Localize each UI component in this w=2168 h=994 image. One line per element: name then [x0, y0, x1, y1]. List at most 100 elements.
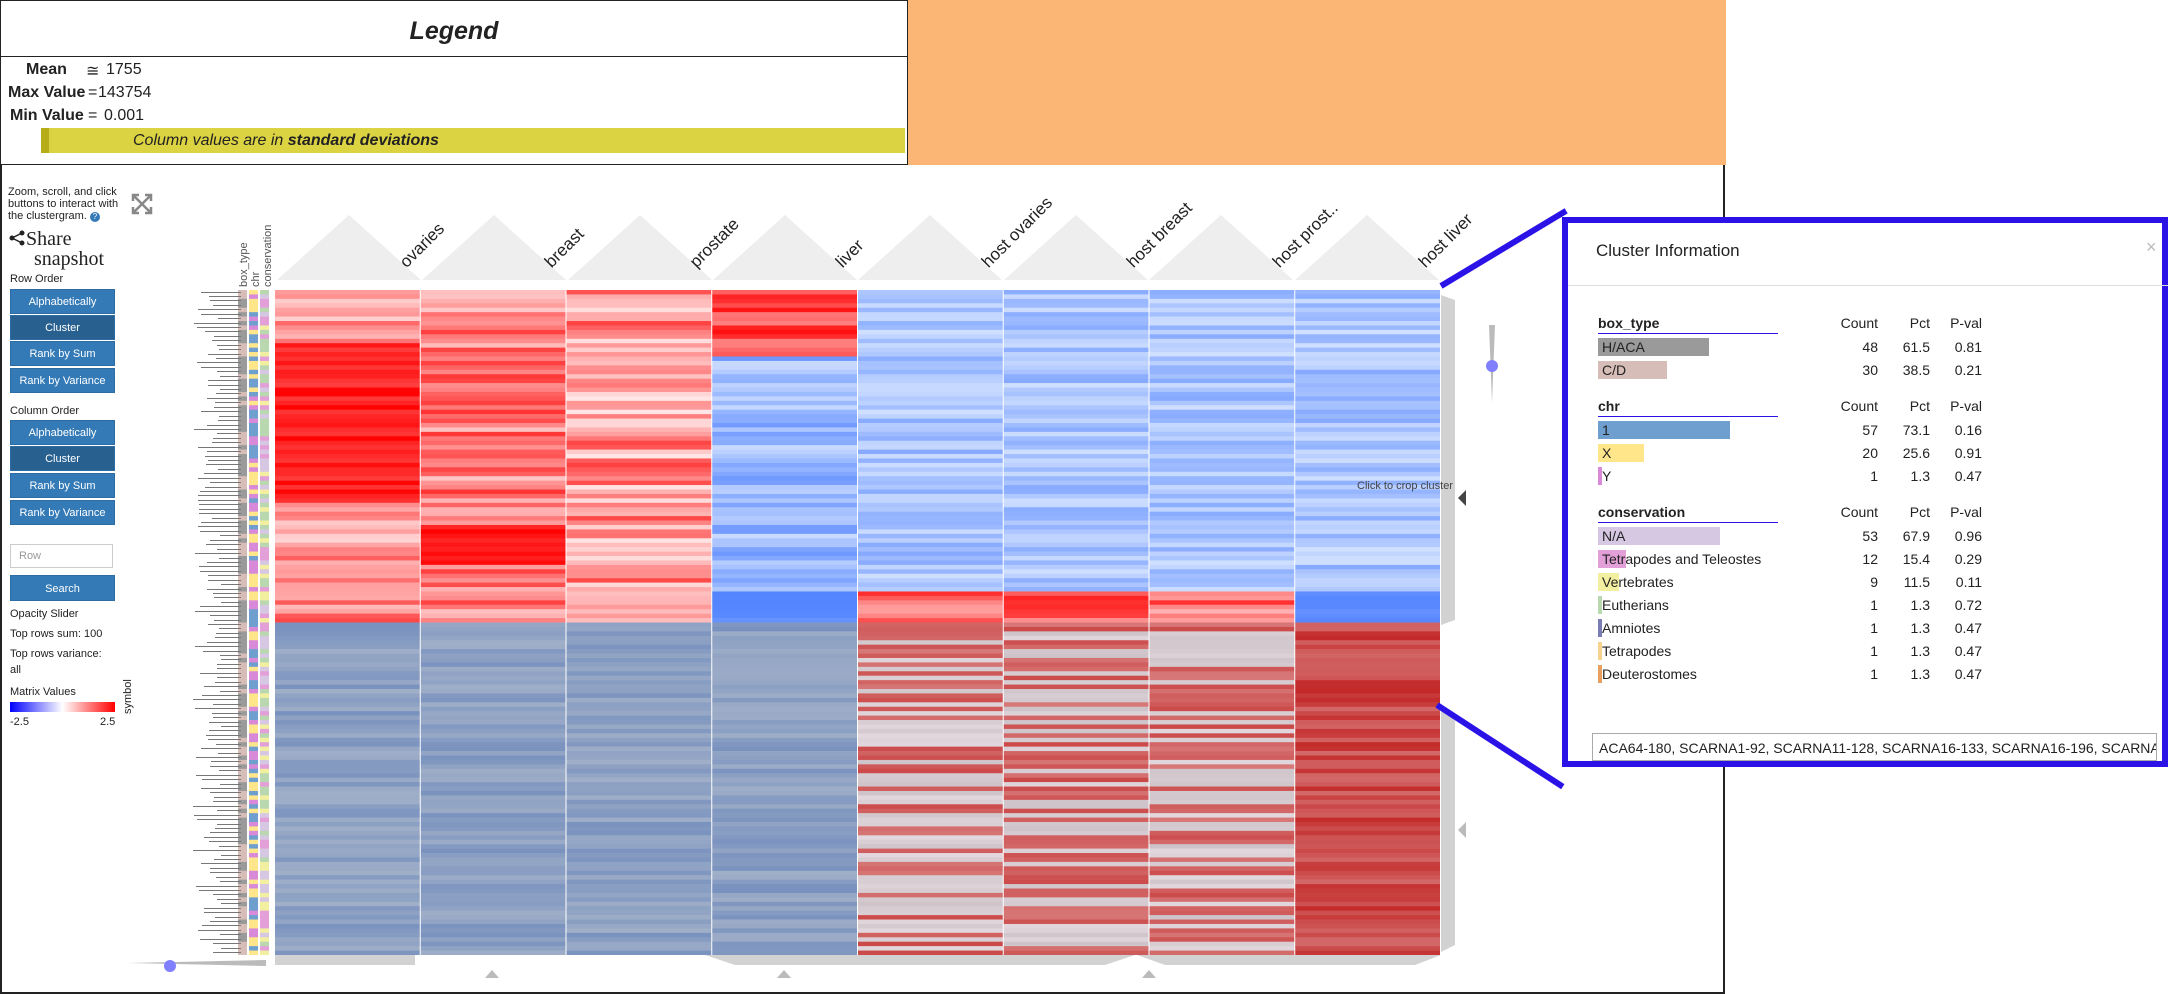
heatmap-cell[interactable]	[712, 538, 857, 543]
category-cell[interactable]	[260, 875, 269, 880]
category-cell[interactable]	[238, 347, 247, 353]
category-cell[interactable]	[260, 680, 269, 685]
heatmap-cell[interactable]	[1003, 861, 1149, 867]
row-label-tick[interactable]	[193, 699, 241, 701]
row-label-tick[interactable]	[198, 309, 241, 311]
heatmap-cell[interactable]	[1295, 751, 1440, 756]
heatmap-cell[interactable]	[1295, 418, 1440, 424]
heatmap-cell[interactable]	[275, 391, 420, 397]
heatmap-cell[interactable]	[1149, 702, 1295, 708]
col-crop-triangle-icon-1[interactable]	[485, 970, 499, 978]
heatmap-cell[interactable]	[712, 449, 857, 455]
heatmap-cell[interactable]	[420, 462, 566, 468]
heatmap-cell[interactable]	[858, 520, 1003, 526]
category-cell[interactable]	[238, 689, 247, 694]
heatmap-cell[interactable]	[1295, 675, 1440, 681]
heatmap-cell[interactable]	[1295, 290, 1440, 295]
heatmap-cell[interactable]	[566, 476, 712, 481]
heatmap-cell[interactable]	[275, 307, 420, 313]
heatmap-cell[interactable]	[858, 875, 1003, 880]
category-cell[interactable]	[238, 773, 247, 778]
category-cell[interactable]	[260, 941, 269, 947]
heatmap-cell[interactable]	[1003, 298, 1149, 304]
heatmap-cell[interactable]	[1149, 675, 1295, 681]
heatmap-cell[interactable]	[1295, 662, 1440, 668]
heatmap-cell[interactable]	[275, 822, 420, 827]
category-cell[interactable]	[260, 733, 269, 739]
row-label-tick[interactable]	[202, 925, 241, 927]
category-cell[interactable]	[238, 582, 247, 588]
category-cell[interactable]	[260, 755, 269, 761]
heatmap-cell[interactable]	[858, 560, 1003, 566]
heatmap-cell[interactable]	[275, 649, 420, 654]
category-cell[interactable]	[249, 507, 258, 512]
heatmap-cell[interactable]	[566, 498, 712, 504]
heatmap-cell[interactable]	[275, 622, 420, 628]
heatmap-cell[interactable]	[275, 516, 420, 521]
heatmap-cell[interactable]	[1149, 516, 1295, 521]
heatmap-cell[interactable]	[1295, 742, 1440, 747]
heatmap-cell[interactable]	[1149, 405, 1295, 410]
heatmap-cell[interactable]	[1003, 391, 1149, 397]
heatmap-cell[interactable]	[275, 715, 420, 721]
heatmap-cell[interactable]	[420, 626, 566, 632]
heatmap-cell[interactable]	[712, 937, 857, 942]
heatmap-cell[interactable]	[566, 383, 712, 388]
heatmap-cell[interactable]	[1149, 724, 1295, 730]
heatmap-cell[interactable]	[712, 587, 857, 592]
heatmap-cell[interactable]	[712, 458, 857, 464]
heatmap-cell[interactable]	[566, 573, 712, 579]
heatmap-cell[interactable]	[566, 547, 712, 552]
category-cell[interactable]	[260, 720, 269, 725]
category-cell[interactable]	[238, 808, 247, 814]
category-cell[interactable]	[249, 941, 258, 947]
category-cell[interactable]	[260, 321, 269, 326]
heatmap-cell[interactable]	[1149, 551, 1295, 557]
heatmap-cell[interactable]	[1149, 609, 1295, 614]
heatmap-cell[interactable]	[1295, 782, 1440, 787]
heatmap-cell[interactable]	[712, 697, 857, 703]
heatmap-cell[interactable]	[420, 445, 566, 450]
heatmap-cell[interactable]	[275, 298, 420, 304]
row-label-tick[interactable]	[219, 415, 241, 417]
heatmap-cell[interactable]	[566, 853, 712, 858]
heatmap-cell[interactable]	[275, 485, 420, 490]
heatmap-cell[interactable]	[1295, 533, 1440, 539]
heatmap-cell[interactable]	[1003, 294, 1149, 300]
heatmap-cell[interactable]	[420, 356, 566, 362]
heatmap-cell[interactable]	[858, 724, 1003, 730]
heatmap-cell[interactable]	[858, 884, 1003, 889]
heatmap-cell[interactable]	[1295, 618, 1440, 623]
heatmap-cell[interactable]	[275, 631, 420, 637]
heatmap-cell[interactable]	[712, 786, 857, 792]
heatmap-cell[interactable]	[1149, 640, 1295, 645]
row-label-tick[interactable]	[208, 459, 241, 461]
category-cell[interactable]	[260, 369, 269, 375]
heatmap-cell[interactable]	[566, 303, 712, 309]
category-cell[interactable]	[260, 626, 269, 632]
col-triangle-4[interactable]	[713, 215, 857, 280]
heatmap-cell[interactable]	[275, 493, 420, 499]
heatmap-cell[interactable]	[858, 711, 1003, 716]
heatmap-cell[interactable]	[1295, 910, 1440, 916]
category-cell[interactable]	[260, 853, 269, 858]
heatmap-cell[interactable]	[1295, 431, 1440, 437]
heatmap-cell[interactable]	[1295, 946, 1440, 951]
heatmap-cell[interactable]	[566, 325, 712, 331]
heatmap-cell[interactable]	[858, 423, 1003, 428]
heatmap-cell[interactable]	[1149, 848, 1295, 854]
row-label-tick[interactable]	[213, 894, 241, 896]
category-cell[interactable]	[238, 462, 247, 468]
heatmap-cell[interactable]	[712, 746, 857, 752]
heatmap-cell[interactable]	[858, 352, 1003, 357]
category-cell[interactable]	[238, 329, 247, 335]
category-cell[interactable]	[238, 542, 247, 548]
heatmap-cell[interactable]	[1149, 462, 1295, 468]
heatmap-cell[interactable]	[1149, 737, 1295, 743]
category-cell[interactable]	[249, 875, 258, 880]
heatmap-cell[interactable]	[1003, 653, 1149, 659]
heatmap-cell[interactable]	[1003, 551, 1149, 557]
heatmap-cell[interactable]	[420, 582, 566, 588]
heatmap-cell[interactable]	[1295, 321, 1440, 326]
heatmap-cell[interactable]	[566, 684, 712, 690]
